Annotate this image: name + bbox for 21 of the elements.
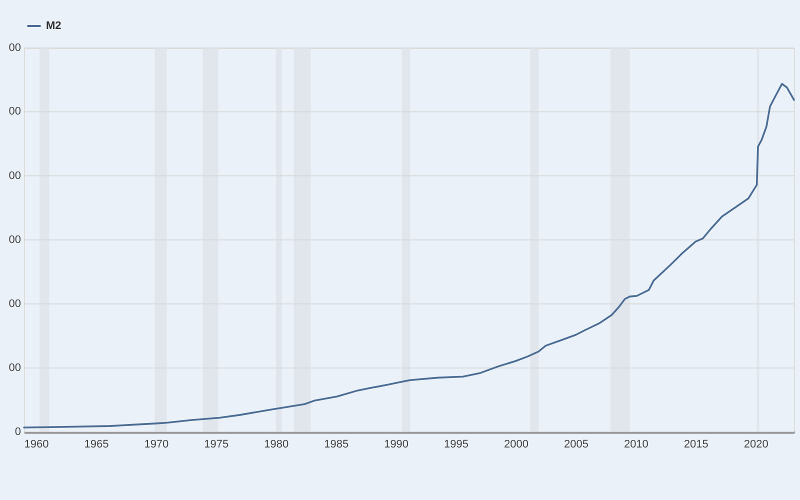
x-tick-label: 1960 xyxy=(24,438,49,450)
x-tick-label: 1995 xyxy=(444,438,469,450)
x-tick-label: 1980 xyxy=(264,438,289,450)
text: 00 xyxy=(8,362,21,374)
x-tick-label: 1965 xyxy=(84,438,109,450)
x-tick-label: 2010 xyxy=(624,438,648,450)
x-tick-label: 1990 xyxy=(384,438,409,450)
text: 00 xyxy=(8,170,21,182)
ref-line-label: 0 xyxy=(14,426,21,438)
x-tick-label: 2020 xyxy=(744,438,768,450)
x-tick-label: 2000 xyxy=(504,438,528,450)
x-tick-label: 2015 xyxy=(684,438,708,450)
x-tick-label: 2005 xyxy=(564,438,588,450)
text: 00 xyxy=(8,234,21,246)
text: 00 xyxy=(8,42,21,54)
x-tick-label: 1970 xyxy=(144,438,169,450)
text: 00 xyxy=(8,298,21,310)
text: 00 xyxy=(8,106,21,118)
x-tick-label: 1975 xyxy=(204,438,229,450)
x-tick-label: 1985 xyxy=(324,438,349,450)
legend-label: M2 xyxy=(46,20,62,32)
